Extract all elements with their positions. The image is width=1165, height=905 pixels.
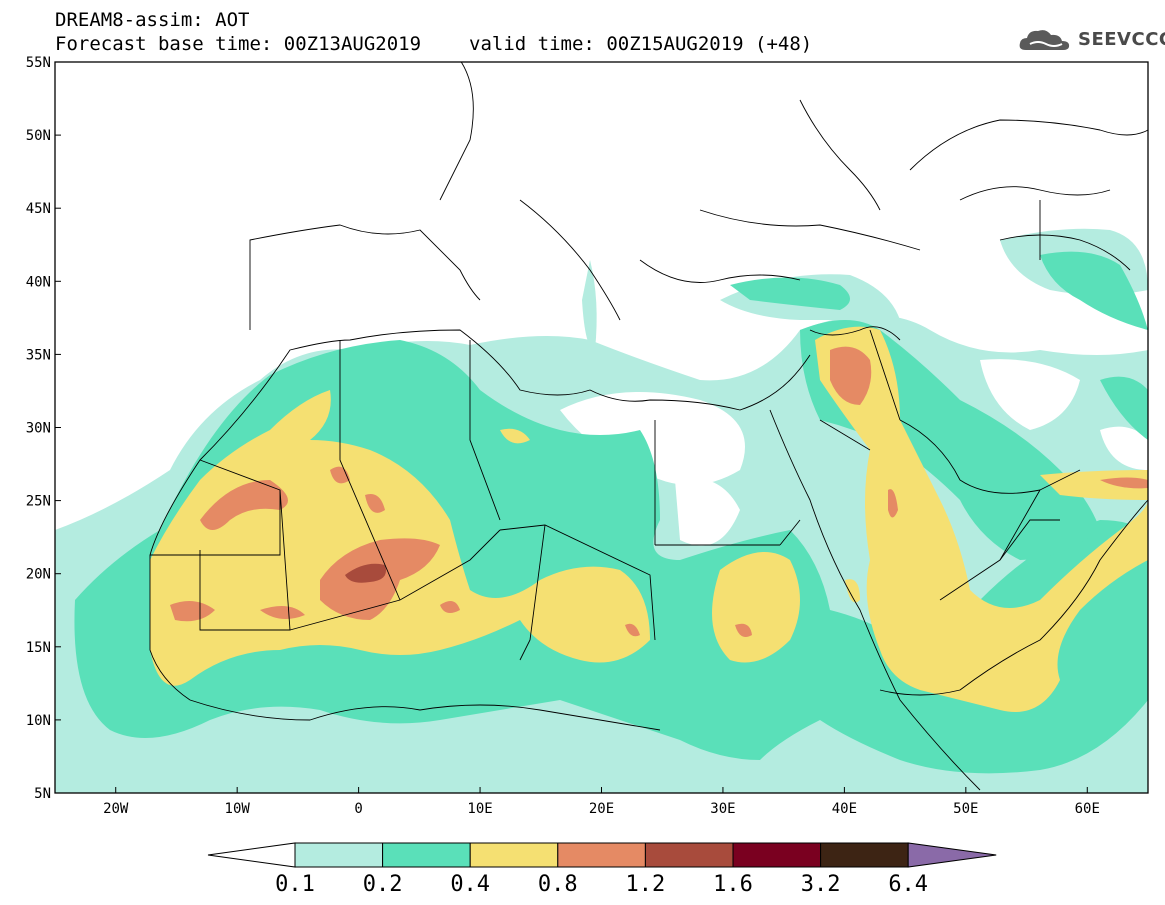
colorbar-level-label: 3.2 [801,872,841,897]
y-tick-label: 20N [26,567,51,583]
y-tick-label: 5N [34,786,51,802]
y-tick-label: 25N [26,494,51,510]
x-tick-label: 20E [589,801,614,817]
aot-contour-0.8 [170,346,1148,638]
colorbar-bin [644,842,734,868]
colorbar-over-triangle [907,842,997,868]
colorbar-level-label: 1.2 [626,872,666,897]
colorbar-level-label: 1.6 [713,872,753,897]
valid-time: valid time: 00Z15AUG2019 (+48) [469,33,813,55]
x-tick-label: 10E [467,801,492,817]
colorbar: 0.1 0.2 0.4 0.8 1.2 1.6 3.2 6.4 [207,842,997,897]
y-tick-label: 55N [26,55,51,71]
aot-contour-1.2 [345,563,386,583]
y-tick-label: 15N [26,640,51,656]
seevccc-logo: SEEVCCC [1018,26,1165,54]
aot-clear-areas [560,359,1148,546]
base-time: Forecast base time: 00Z13AUG2019 [55,33,422,55]
y-tick-label: 45N [26,201,51,217]
x-tick-label: 10W [225,801,251,817]
chart-subtitle: Forecast base time: 00Z13AUG2019 valid ti… [55,34,812,54]
chart-title: DREAM8-assim: AOT [55,9,250,31]
colorbar-bin [820,842,909,868]
x-tick-label: 20W [103,801,129,817]
y-axis: 55N 50N 45N 40N 35N 30N 25N 20N 15N 10N 5N [26,55,61,802]
colorbar-under-triangle [207,842,296,868]
colorbar-level-label: 6.4 [888,872,928,897]
y-tick-label: 40N [26,274,51,290]
y-tick-label: 35N [26,347,51,363]
x-axis: 20W 10W 0 10E 20E 30E 40E 50E 60E [103,787,1100,817]
colorbar-level-label: 0.1 [275,872,315,897]
cloud-icon [1019,30,1070,50]
colorbar-level-label: 0.8 [538,872,578,897]
country-borders [150,329,1060,661]
colorbar-bin [382,842,471,868]
aot-field [55,62,1148,793]
y-tick-label: 30N [26,421,51,437]
y-tick-label: 10N [26,713,51,729]
x-tick-label: 0 [354,801,362,817]
x-tick-label: 30E [710,801,735,817]
colorbar-bin [469,842,559,868]
colorbar-level-label: 0.4 [450,872,490,897]
colorbar-level-label: 0.2 [363,872,403,897]
colorbar-bin [557,842,646,868]
x-tick-label: 60E [1075,801,1100,817]
y-tick-label: 50N [26,128,51,144]
logo-text: SEEVCCC [1078,29,1165,50]
x-tick-label: 50E [953,801,978,817]
colorbar-bin [294,842,384,868]
coastlines-borders [149,62,1148,791]
colorbar-bin [732,842,822,868]
x-tick-label: 40E [832,801,857,817]
